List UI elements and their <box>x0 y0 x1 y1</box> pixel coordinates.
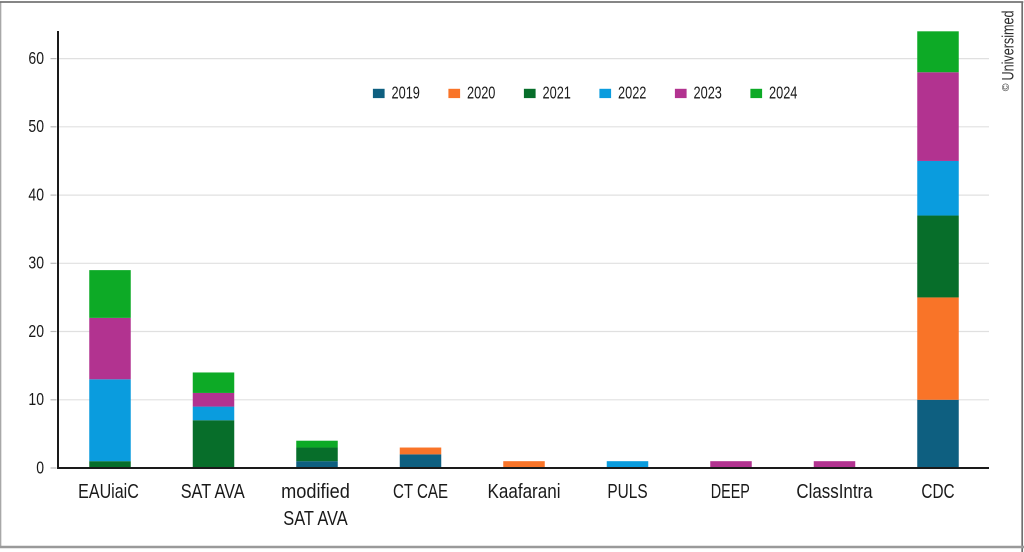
svg-text:40: 40 <box>28 184 44 204</box>
svg-text:ClassIntra: ClassIntra <box>796 480 873 503</box>
svg-text:Kaafarani: Kaafarani <box>488 480 561 503</box>
svg-text:modified: modified <box>281 480 350 503</box>
svg-text:2021: 2021 <box>543 83 571 103</box>
svg-text:Universimed: Universimed <box>1000 11 1018 81</box>
svg-text:DEEP: DEEP <box>711 480 750 503</box>
svg-text:2022: 2022 <box>618 83 646 103</box>
svg-text:50: 50 <box>28 116 44 136</box>
svg-text:60: 60 <box>28 48 44 68</box>
svg-text:©: © <box>1000 83 1012 91</box>
svg-text:PULS: PULS <box>607 480 647 503</box>
svg-text:SAT AVA: SAT AVA <box>181 480 245 503</box>
svg-text:2023: 2023 <box>694 83 723 103</box>
svg-text:SAT AVA: SAT AVA <box>283 507 348 530</box>
svg-text:EAUiaiC: EAUiaiC <box>78 480 139 503</box>
svg-text:2020: 2020 <box>467 83 496 103</box>
svg-text:CT CAE: CT CAE <box>393 480 448 503</box>
svg-text:2024: 2024 <box>769 83 798 103</box>
svg-text:0: 0 <box>36 457 44 477</box>
svg-text:30: 30 <box>28 253 44 273</box>
svg-text:10: 10 <box>28 389 44 409</box>
svg-text:20: 20 <box>28 321 44 341</box>
svg-text:2019: 2019 <box>392 83 420 103</box>
svg-text:CDC: CDC <box>921 480 954 503</box>
